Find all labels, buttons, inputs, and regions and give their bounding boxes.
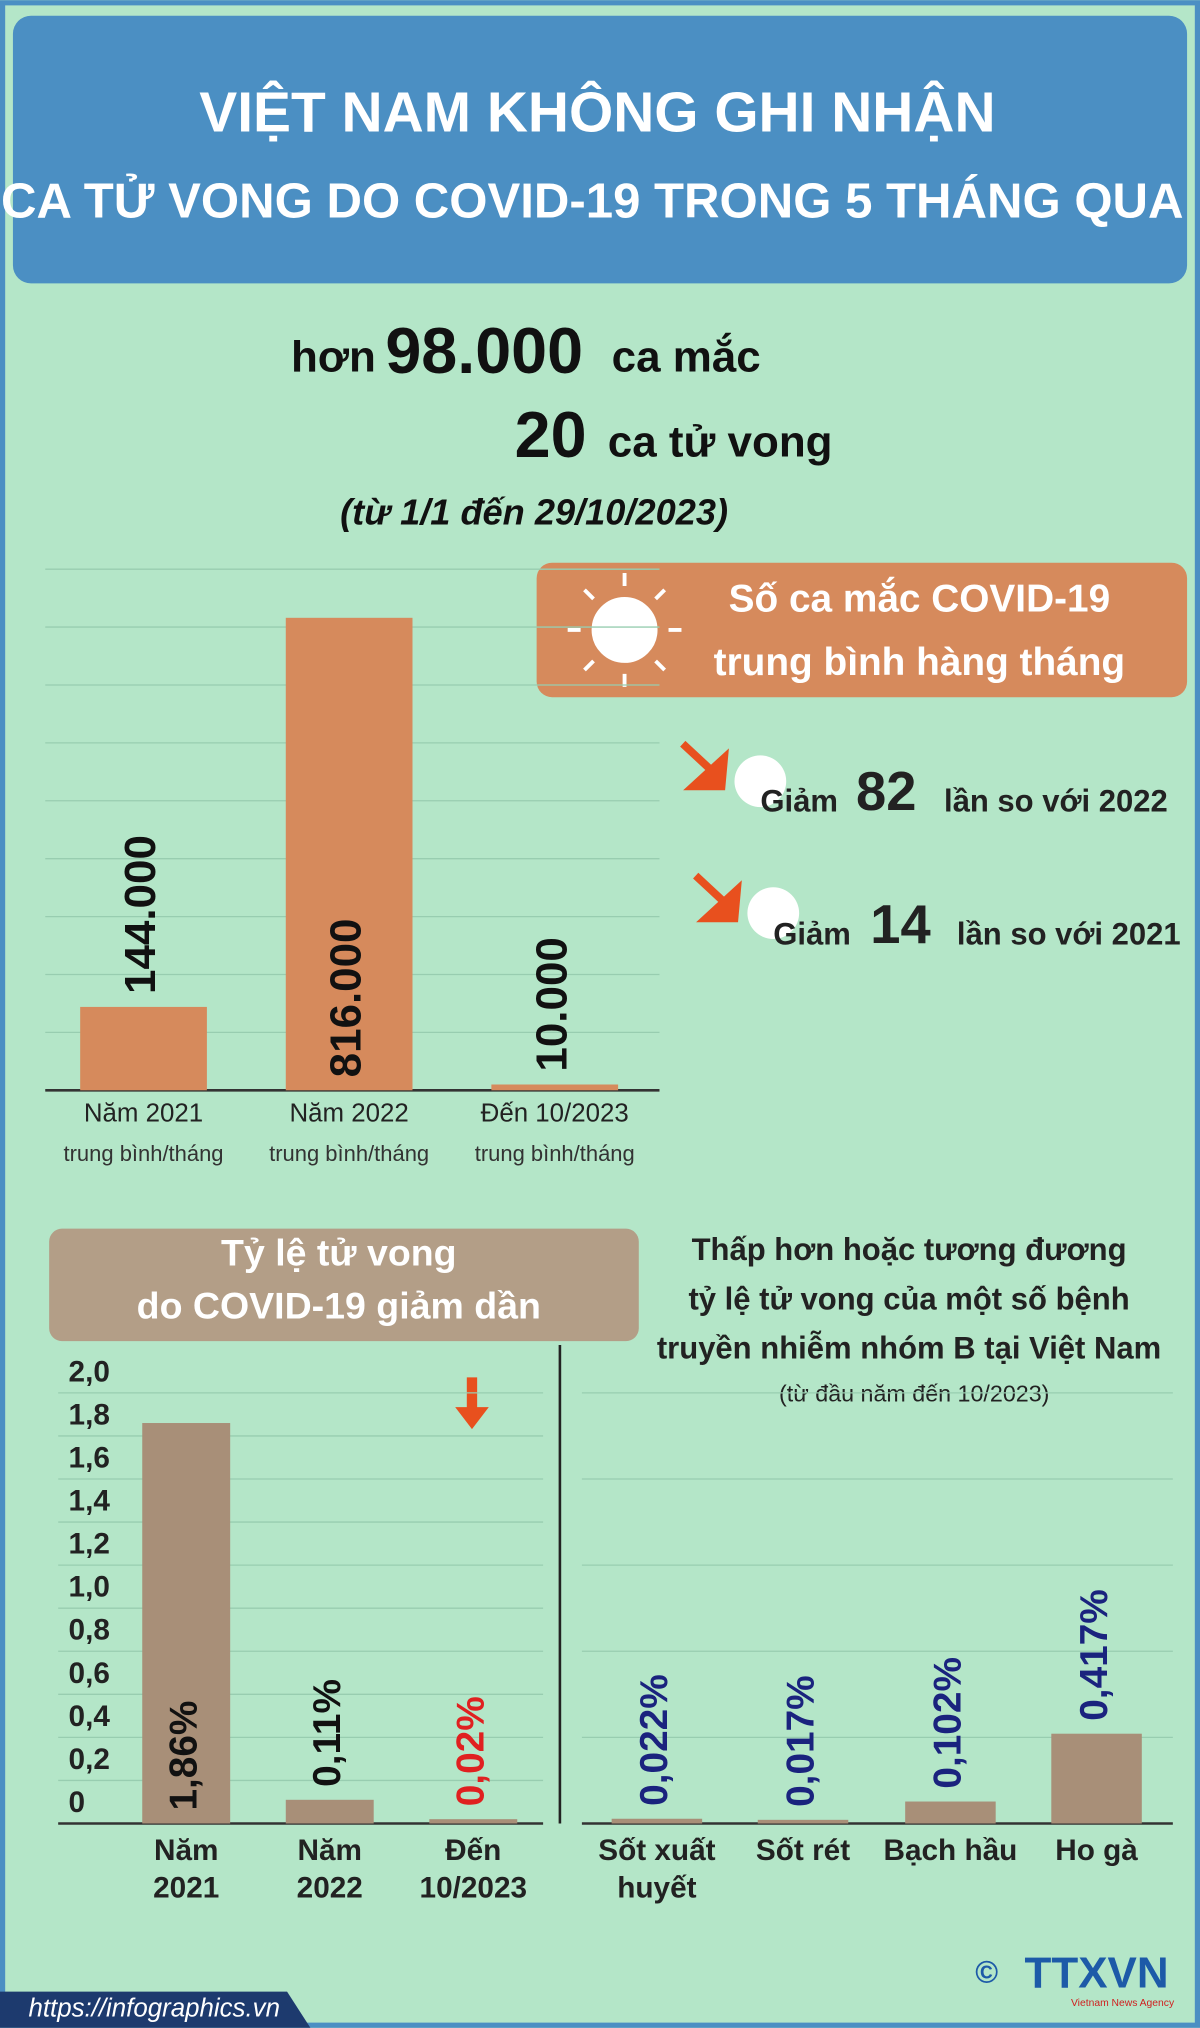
arrow-icon <box>455 1377 489 1430</box>
y-tick-label: 0,2 <box>69 1743 110 1776</box>
value-label: 0,11% <box>306 1679 349 1787</box>
x-tick-label: Đến <box>445 1834 501 1867</box>
y-tick-label: 1,6 <box>69 1441 110 1474</box>
chart-title: Tỷ lệ tử vong <box>221 1232 457 1274</box>
x-tick-sublabel: trung bình/tháng <box>475 1141 635 1166</box>
chart-title: do COVID-19 giảm dần <box>137 1285 541 1327</box>
value-label: 0,022% <box>633 1674 676 1806</box>
y-tick-label: 1,2 <box>69 1528 110 1561</box>
comparison-text: Giảm <box>760 783 838 818</box>
x-tick-label: Sốt rét <box>756 1834 850 1867</box>
x-tick-label: huyết <box>617 1871 696 1904</box>
value-label: 1,86% <box>162 1701 205 1811</box>
chart-title-box <box>49 1228 639 1342</box>
bar <box>491 1084 619 1091</box>
value-label: 816.000 <box>322 918 371 1077</box>
callout-title: trung bình hàng tháng <box>714 641 1125 684</box>
bar <box>429 1819 518 1824</box>
summary-text: ca mắc <box>612 331 761 381</box>
bar <box>285 1799 374 1824</box>
agency: Vietnam News Agency <box>1071 1998 1175 2009</box>
x-tick-label: Năm 2021 <box>84 1100 203 1128</box>
x-tick-label: Đến 10/2023 <box>481 1100 629 1128</box>
summary-text: hơn <box>291 332 376 381</box>
summary-number: 98.000 <box>385 314 583 387</box>
summary-text: ca tử vong <box>608 418 833 467</box>
value-label: 0,02% <box>450 1696 493 1806</box>
callout-box <box>536 562 1188 698</box>
footer-url: https://infographics.vn <box>28 1995 280 2023</box>
virus-icon <box>734 755 787 808</box>
chart-subtitle: (từ đầu năm đến 10/2023) <box>779 1381 1049 1407</box>
comparison-number: 14 <box>870 894 930 955</box>
comparison-text: Giảm <box>773 917 851 952</box>
value-label: 144.000 <box>116 835 165 994</box>
bar <box>80 1006 207 1091</box>
x-tick-label: Sốt xuất <box>598 1834 715 1867</box>
x-tick-label: Năm <box>298 1834 362 1867</box>
x-tick-label: Bạch hầu <box>884 1834 1018 1867</box>
comparison-text: lần so với 2022 <box>944 783 1168 818</box>
title: VIỆT NAM KHÔNG GHI NHẬN <box>199 80 995 145</box>
value-label: 0,102% <box>927 1657 970 1789</box>
y-tick-label: 0,4 <box>69 1700 111 1733</box>
y-tick-label: 0 <box>69 1786 86 1819</box>
title: CA TỬ VONG DO COVID-19 TRONG 5 THÁNG QUA <box>1 172 1184 229</box>
x-tick-label: 2021 <box>153 1871 219 1904</box>
value-label: 0,017% <box>779 1675 822 1807</box>
footer-bar <box>0 1991 311 2028</box>
x-tick-sublabel: trung bình/tháng <box>64 1141 224 1166</box>
chart-title: tỷ lệ tử vong của một số bệnh <box>688 1281 1129 1316</box>
summary-period: (từ 1/1 đến 29/10/2023) <box>340 491 728 532</box>
y-tick-label: 0,6 <box>69 1657 110 1690</box>
x-tick-label: Ho gà <box>1055 1834 1138 1867</box>
x-tick-label: 2022 <box>297 1871 363 1904</box>
bar <box>905 1801 996 1824</box>
comparison-number: 82 <box>856 761 916 822</box>
value-label: 0,417% <box>1073 1589 1116 1721</box>
copyright: © <box>975 1955 998 1990</box>
x-tick-sublabel: trung bình/tháng <box>269 1141 429 1166</box>
summary-number: 20 <box>515 398 587 471</box>
bar <box>285 617 413 1091</box>
virus-icon <box>747 887 800 939</box>
y-tick-label: 1,0 <box>69 1571 110 1604</box>
arrow-icon <box>680 740 729 791</box>
comparison-text: lần so với 2021 <box>957 917 1181 952</box>
logo: TTXVN <box>1025 1949 1169 1998</box>
y-tick-label: 2,0 <box>69 1355 110 1388</box>
bar <box>611 1818 703 1824</box>
y-tick-label: 0,8 <box>69 1614 110 1647</box>
bar <box>1051 1733 1142 1824</box>
x-tick-label: Năm <box>154 1834 218 1867</box>
x-tick-label: 10/2023 <box>420 1871 527 1904</box>
y-tick-label: 1,8 <box>69 1398 110 1431</box>
x-tick-label: Năm 2022 <box>289 1100 408 1128</box>
arrow-icon <box>693 872 742 923</box>
bar <box>757 1819 849 1824</box>
bar <box>142 1423 231 1824</box>
virus-icon <box>567 573 682 687</box>
chart-title: Thấp hơn hoặc tương đương <box>692 1232 1127 1267</box>
y-tick-label: 1,4 <box>69 1485 111 1518</box>
chart-title: truyền nhiễm nhóm B tại Việt Nam <box>657 1330 1161 1365</box>
header-box <box>12 15 1188 284</box>
callout-title: Số ca mắc COVID-19 <box>729 577 1111 621</box>
value-label: 10.000 <box>527 937 576 1071</box>
